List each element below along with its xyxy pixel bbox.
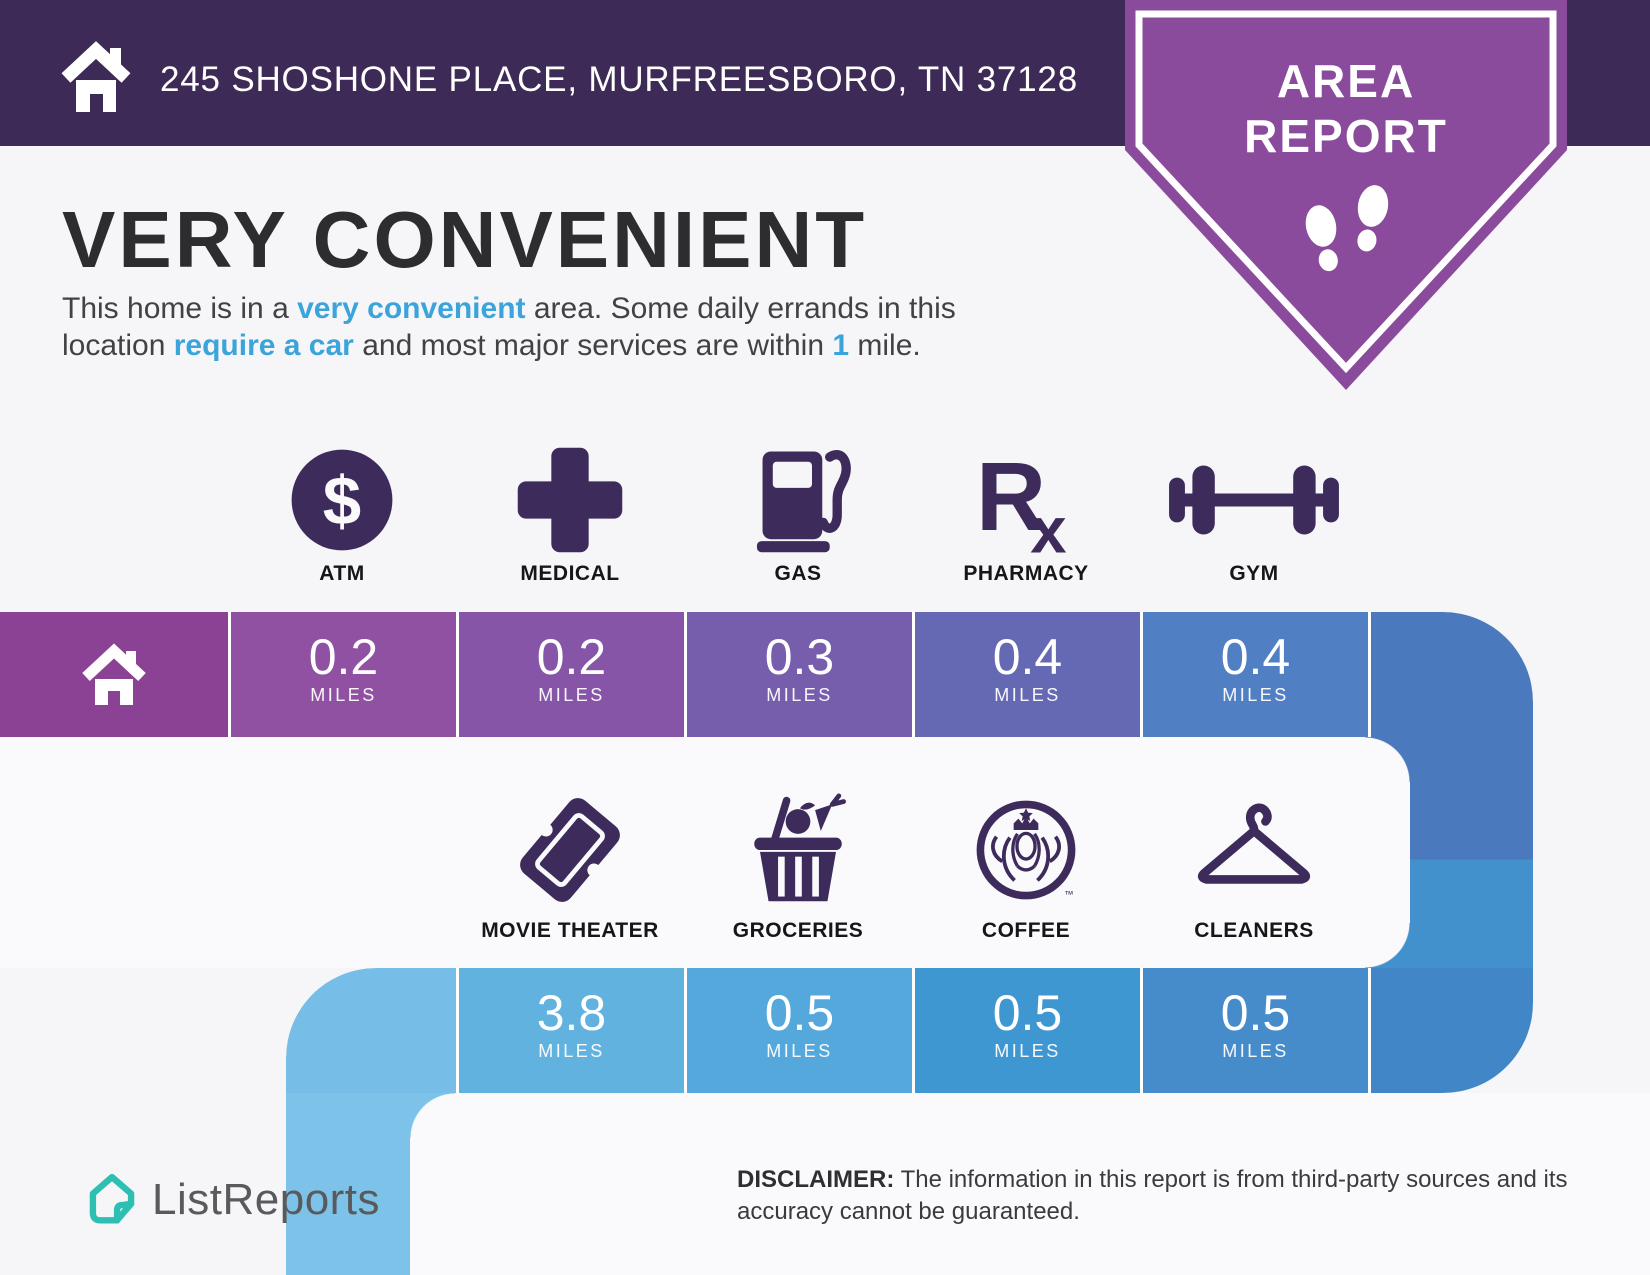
grocery-basket-icon [754,793,846,902]
distance-cell-movie-theater: 3.8 MILES [459,968,684,1093]
dollar-circle-icon: $ [291,449,393,551]
distance-unit: MILES [994,684,1061,705]
footer-panel [410,1093,1650,1275]
intro-seg-6: 1 [832,329,850,362]
intro-seg-7: mile. [849,329,921,362]
page-title: VERY CONVENIENT [62,195,868,284]
medical-cross-icon [517,447,623,553]
poi-label: COFFEE [981,919,1071,942]
poi-movie-theater: MOVIE THEATER [457,793,683,943]
distance-cell-pharmacy: 0.4 MILES [915,612,1140,737]
distance-unit: MILES [538,1040,605,1061]
property-address: 245 SHOSHONE PLACE, MURFREESBORO, TN 371… [160,60,1078,99]
distance-value: 0.2 [536,628,607,685]
notch-fillet-top-right [1365,737,1410,782]
footprints-icon [1305,185,1389,272]
poi-cleaners: CLEANERS [1141,793,1367,943]
listreports-house-icon [89,1173,135,1224]
disclaimer-label: DISCLAIMER: [737,1166,895,1193]
intro-seg-4: require a car [173,329,354,362]
area-report-badge: AREA REPORT [1125,0,1567,390]
poi-label: GAS [774,562,822,585]
distance-value: 0.5 [992,984,1063,1041]
poi-gas: GAS [685,444,911,586]
distance-band-row1: 0.2 MILES 0.2 MILES 0.3 MILES 0.4 MILES … [0,612,1533,737]
poi-label: ATM [319,562,365,585]
band2-corner-piece-left [286,968,456,1093]
distance-value: 3.8 [536,984,607,1041]
distance-unit: MILES [538,684,605,705]
distance-cell-coffee: 0.5 MILES [915,968,1140,1093]
distance-unit: MILES [994,1040,1061,1061]
distance-value: 0.5 [764,984,835,1041]
distance-cell-cleaners: 0.5 MILES [1143,968,1368,1093]
distance-unit: MILES [310,684,377,705]
band1-corner-piece [1371,612,1533,737]
poi-coffee: ™ COFFEE [913,793,1139,943]
distance-value: 0.4 [1220,628,1291,685]
listreports-logo-text: ListReports [152,1175,381,1224]
distance-value: 0.3 [764,628,835,685]
distance-value: 0.2 [308,628,379,685]
poi-medical: MEDICAL [457,444,683,586]
intro-paragraph: This home is in a very convenient area. … [62,290,1142,364]
distance-unit: MILES [766,1040,833,1061]
notch-fillet-bottom-right [1365,923,1410,968]
poi-label: MEDICAL [520,562,620,585]
band-tail-left [286,1093,410,1275]
band2-corner-piece-right [1371,968,1533,1093]
gas-pump-icon [756,450,851,553]
poi-label: GYM [1229,562,1279,585]
distance-unit: MILES [1222,684,1289,705]
tail-fillet-top-left [410,1093,455,1138]
home-cell [0,612,228,737]
poi-atm: $ ATM [229,444,455,586]
disclaimer-text: DISCLAIMER: The information in this repo… [737,1166,1568,1225]
distance-cell-gym: 0.4 MILES [1143,612,1368,737]
badge-line1: AREA [1277,55,1415,107]
house-icon [61,41,131,112]
distance-cell-gas: 0.3 MILES [687,612,912,737]
svg-text:$: $ [323,461,361,539]
ticket-icon [520,798,620,902]
poi-pharmacy: R x PHARMACY [913,444,1139,586]
listreports-logo: ListReports [86,1172,380,1228]
distance-band-row2: 3.8 MILES 0.5 MILES 0.5 MILES 0.5 MILES [286,968,1533,1093]
row2-panel [0,737,1410,968]
intro-seg-1: very convenient [297,292,526,325]
starbucks-siren-icon: ™ [976,800,1076,901]
intro-seg-5: and most major services are within [353,329,833,362]
distance-cell-medical: 0.2 MILES [459,612,684,737]
poi-label: MOVIE THEATER [481,919,659,942]
intro-seg-0: This home is in a [62,292,298,325]
intro-seg-2: area. Some daily errands in this [525,292,956,325]
poi-label: GROCERIES [732,919,864,942]
distance-unit: MILES [766,684,833,705]
distance-value: 0.4 [992,628,1063,685]
distance-value: 0.5 [1220,984,1291,1041]
house-icon [82,642,146,705]
svg-text:x: x [1030,493,1066,556]
svg-text:™: ™ [1064,890,1074,901]
rx-icon: R x [976,444,1067,556]
hanger-icon [1197,803,1311,884]
distance-cell-groceries: 0.5 MILES [687,968,912,1093]
poi-label: CLEANERS [1194,919,1314,942]
poi-groceries: GROCERIES [685,793,911,943]
badge-line2: REPORT [1244,110,1448,162]
dumbbell-icon [1169,465,1339,535]
svg-text:R: R [976,444,1046,551]
poi-label: PHARMACY [963,562,1089,585]
distance-cell-atm: 0.2 MILES [231,612,456,737]
intro-seg-3: location [62,329,174,362]
distance-unit: MILES [1222,1040,1289,1061]
poi-gym: GYM [1141,444,1367,586]
